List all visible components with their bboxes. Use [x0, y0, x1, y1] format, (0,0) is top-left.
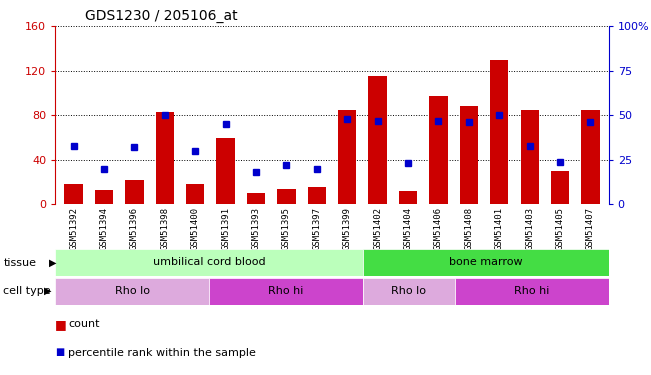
Text: GSM51405: GSM51405 [555, 207, 564, 249]
Text: GSM51398: GSM51398 [160, 207, 169, 249]
Bar [455, 278, 609, 304]
Bar [338, 110, 356, 204]
Text: GSM51402: GSM51402 [373, 207, 382, 249]
Bar [156, 112, 174, 204]
Text: GSM51407: GSM51407 [586, 207, 595, 249]
Bar [551, 171, 569, 204]
Text: GSM51400: GSM51400 [191, 207, 200, 249]
Text: ▶: ▶ [44, 286, 51, 296]
Text: GSM51408: GSM51408 [464, 207, 473, 249]
Bar [247, 193, 265, 204]
Text: umbilical cord blood: umbilical cord blood [153, 257, 266, 267]
Text: GSM51401: GSM51401 [495, 207, 504, 249]
Bar [186, 184, 204, 204]
Bar [429, 96, 447, 204]
Bar [363, 249, 609, 276]
Bar [308, 187, 326, 204]
Text: GDS1230 / 205106_at: GDS1230 / 205106_at [85, 9, 237, 23]
Text: count: count [68, 320, 100, 329]
Text: GSM51394: GSM51394 [100, 207, 109, 249]
Text: GSM51403: GSM51403 [525, 207, 534, 249]
Bar [209, 278, 363, 304]
Bar [64, 184, 83, 204]
Text: GSM51393: GSM51393 [251, 207, 260, 249]
Text: Rho lo: Rho lo [115, 286, 150, 296]
Text: bone marrow: bone marrow [449, 257, 523, 267]
Text: GSM51392: GSM51392 [69, 207, 78, 249]
Bar [521, 110, 539, 204]
Bar [490, 60, 508, 204]
Text: GSM51397: GSM51397 [312, 207, 322, 249]
Bar [125, 180, 143, 204]
Text: Rho hi: Rho hi [268, 286, 303, 296]
Text: GSM51395: GSM51395 [282, 207, 291, 249]
Text: GSM51399: GSM51399 [342, 207, 352, 249]
Text: Rho hi: Rho hi [514, 286, 549, 296]
Text: tissue: tissue [3, 258, 36, 267]
Bar [277, 189, 296, 204]
Text: GSM51396: GSM51396 [130, 207, 139, 249]
Bar [217, 138, 235, 204]
Bar [55, 278, 209, 304]
Bar [399, 191, 417, 204]
Text: GSM51406: GSM51406 [434, 207, 443, 249]
Bar [363, 278, 455, 304]
Text: ■: ■ [55, 318, 67, 331]
Text: GSM51391: GSM51391 [221, 207, 230, 249]
Text: ■: ■ [55, 348, 64, 357]
Bar [55, 249, 363, 276]
Bar [581, 110, 600, 204]
Text: ▶: ▶ [49, 258, 57, 267]
Text: percentile rank within the sample: percentile rank within the sample [68, 348, 256, 357]
Text: Rho lo: Rho lo [391, 286, 426, 296]
Bar [460, 106, 478, 204]
Text: GSM51404: GSM51404 [404, 207, 413, 249]
Bar [95, 190, 113, 204]
Text: cell type: cell type [3, 286, 51, 296]
Bar [368, 76, 387, 204]
